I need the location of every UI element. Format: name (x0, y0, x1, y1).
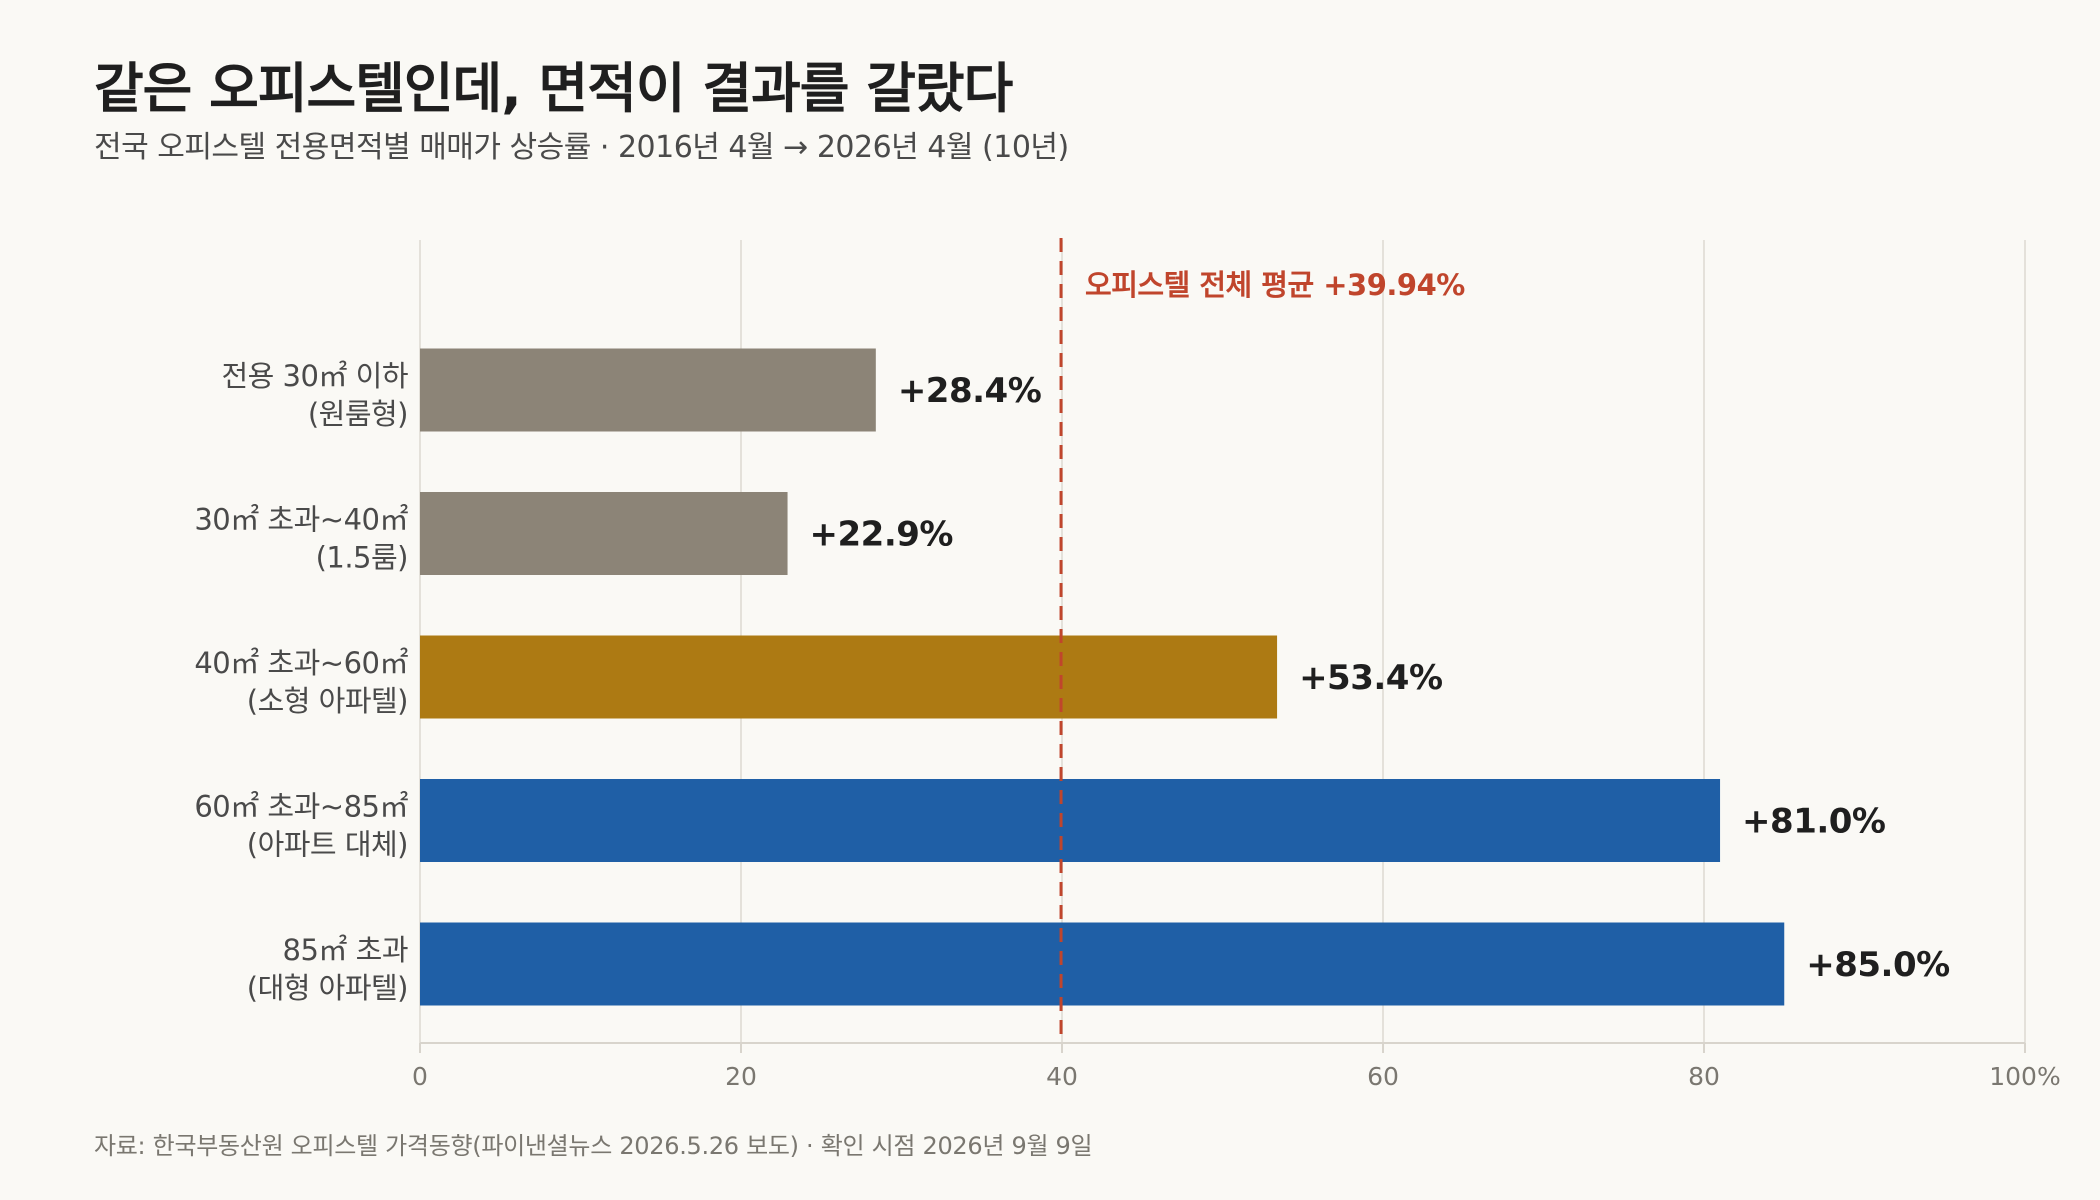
category-label-4: 85㎡ 초과 (대형 아파텔) (247, 933, 408, 1005)
category-label-line: (대형 아파텔) (247, 971, 408, 1005)
x-tick-label-3: 60 (1367, 1062, 1399, 1091)
category-label-3: 60㎡ 초과~85㎡ (아파트 대체) (194, 790, 408, 862)
category-label-line: 40㎡ 초과~60㎡ (194, 646, 408, 680)
value-label-1: +22.9% (810, 515, 953, 555)
category-label-line: (아파트 대체) (247, 828, 408, 862)
bar-0 (420, 348, 876, 432)
category-label-line: 60㎡ 초과~85㎡ (194, 790, 408, 824)
category-label-line: 85㎡ 초과 (283, 933, 408, 967)
x-tick-label-0: 0 (412, 1062, 428, 1091)
bar-4 (420, 922, 1785, 1006)
category-label-line: (1.5룸) (316, 541, 408, 575)
average-reference-label: 오피스텔 전체 평균 +39.94% (1085, 268, 1465, 302)
category-label-line: 전용 30㎡ 이하 (221, 359, 408, 393)
bar-2 (420, 635, 1278, 719)
category-label-2: 40㎡ 초과~60㎡ (소형 아파텔) (194, 646, 408, 718)
value-label-3: +81.0% (1742, 802, 1885, 842)
category-label-line: (원룸형) (308, 397, 408, 431)
x-tick-label-4: 80 (1688, 1062, 1720, 1091)
category-label-line: 30㎡ 초과~40㎡ (194, 503, 408, 537)
category-label-line: (소형 아파텔) (247, 684, 408, 718)
category-label-0: 전용 30㎡ 이하 (원룸형) (221, 359, 408, 431)
value-label-2: +53.4% (1299, 658, 1442, 698)
value-label-0: +28.4% (898, 371, 1041, 411)
bar-1 (420, 492, 788, 575)
value-label-4: +85.0% (1806, 945, 1949, 985)
x-tick-label-2: 40 (1046, 1062, 1078, 1091)
category-label-1: 30㎡ 초과~40㎡ (1.5룸) (194, 503, 408, 575)
chart-title: 같은 오피스텔인데, 면적이 결과를 갈랐다 (94, 57, 1013, 120)
bar-3 (420, 779, 1721, 862)
x-tick-label-5: 100% (1989, 1062, 2060, 1091)
x-tick-label-1: 20 (725, 1062, 757, 1091)
chart-subtitle: 전국 오피스텔 전용면적별 매매가 상승률 · 2016년 4월 → 2026년… (94, 130, 1069, 165)
chart-source: 자료: 한국부동산원 오피스텔 가격동향(파이낸셜뉴스 2026.5.26 보도… (94, 1132, 1093, 1160)
